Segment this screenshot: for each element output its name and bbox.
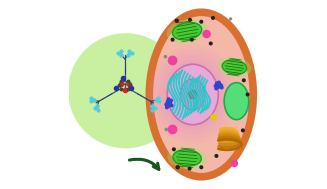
Circle shape (189, 90, 197, 99)
Circle shape (71, 36, 180, 145)
Circle shape (217, 81, 220, 84)
Circle shape (242, 129, 244, 132)
Ellipse shape (158, 55, 228, 134)
Circle shape (200, 20, 203, 23)
Ellipse shape (224, 83, 249, 120)
Circle shape (173, 148, 175, 151)
Circle shape (167, 98, 170, 101)
Circle shape (166, 100, 169, 103)
Circle shape (170, 99, 172, 102)
Ellipse shape (167, 146, 207, 169)
Circle shape (200, 166, 203, 169)
Ellipse shape (167, 64, 218, 125)
Ellipse shape (181, 79, 205, 110)
Circle shape (246, 93, 249, 96)
Ellipse shape (173, 22, 202, 40)
Circle shape (164, 56, 166, 58)
Circle shape (215, 87, 217, 90)
Circle shape (189, 19, 191, 21)
Circle shape (170, 104, 173, 107)
Circle shape (211, 115, 216, 120)
Circle shape (220, 86, 223, 89)
Ellipse shape (148, 45, 237, 144)
Circle shape (70, 35, 182, 147)
Circle shape (176, 166, 179, 169)
Ellipse shape (149, 12, 253, 177)
Circle shape (168, 125, 177, 134)
Circle shape (214, 85, 217, 87)
Ellipse shape (217, 57, 251, 77)
Circle shape (218, 83, 221, 86)
Circle shape (167, 105, 170, 107)
Circle shape (191, 38, 193, 41)
Ellipse shape (163, 60, 223, 129)
Circle shape (168, 56, 177, 65)
Circle shape (215, 155, 218, 157)
Circle shape (188, 167, 191, 170)
Circle shape (209, 42, 212, 45)
Circle shape (72, 37, 180, 145)
Circle shape (212, 17, 214, 19)
Circle shape (175, 19, 178, 22)
Circle shape (217, 86, 220, 88)
Circle shape (215, 82, 218, 85)
Circle shape (70, 35, 181, 146)
Circle shape (69, 34, 182, 147)
Circle shape (203, 30, 210, 38)
Circle shape (231, 160, 237, 167)
Circle shape (230, 18, 232, 20)
Circle shape (165, 103, 168, 106)
Circle shape (220, 84, 222, 87)
Circle shape (69, 34, 183, 148)
Circle shape (71, 36, 181, 146)
Circle shape (243, 79, 245, 82)
Circle shape (169, 102, 171, 104)
Circle shape (165, 106, 168, 109)
Circle shape (70, 36, 181, 146)
Ellipse shape (222, 60, 247, 74)
Circle shape (171, 38, 174, 41)
Circle shape (165, 128, 167, 131)
Circle shape (248, 109, 250, 111)
Ellipse shape (167, 19, 208, 43)
Ellipse shape (153, 50, 232, 139)
Ellipse shape (173, 150, 201, 166)
